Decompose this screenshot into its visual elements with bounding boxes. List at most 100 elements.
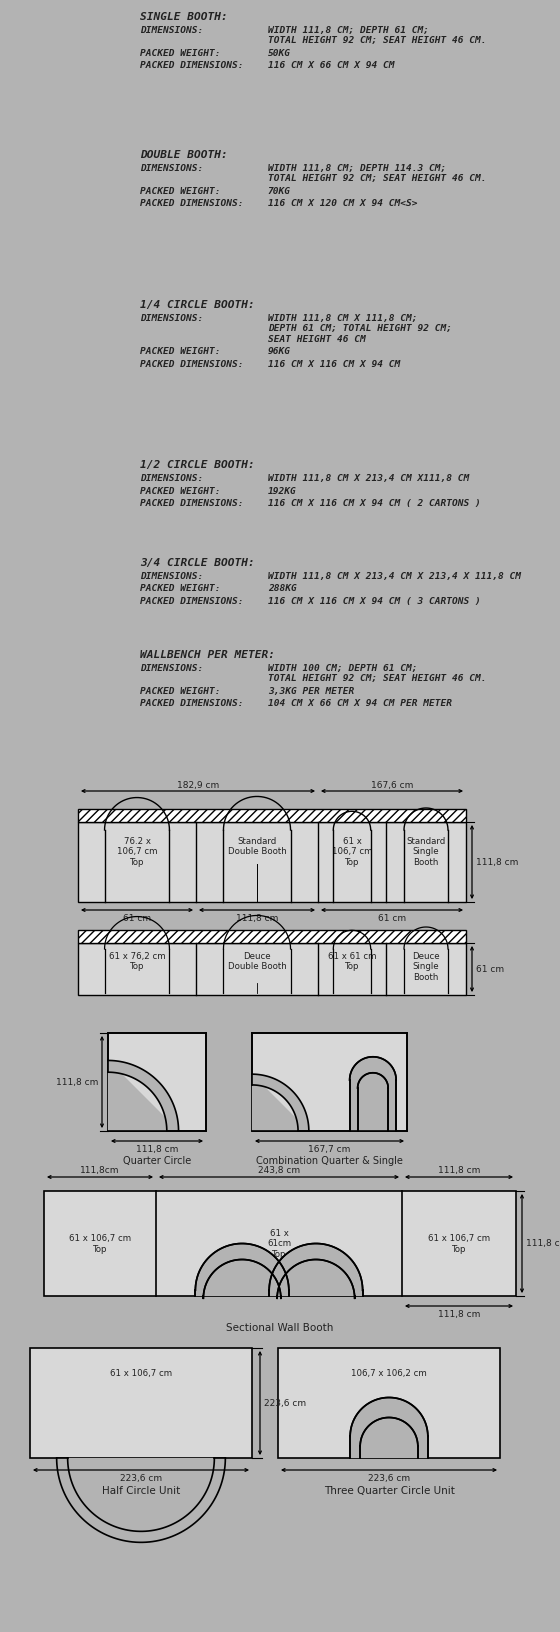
Text: 288KG: 288KG: [268, 584, 297, 592]
Text: PACKED DIMENSIONS:: PACKED DIMENSIONS:: [140, 698, 244, 708]
Text: 76.2 x
106,7 cm
Top: 76.2 x 106,7 cm Top: [116, 837, 157, 867]
Text: WIDTH 111,8 CM; DEPTH 114.3 CM;: WIDTH 111,8 CM; DEPTH 114.3 CM;: [268, 163, 446, 173]
Text: WIDTH 111,8 CM X 111,8 CM;: WIDTH 111,8 CM X 111,8 CM;: [268, 313, 418, 323]
Text: 61 x 61 cm
Top: 61 x 61 cm Top: [328, 951, 376, 971]
Text: PACKED DIMENSIONS:: PACKED DIMENSIONS:: [140, 199, 244, 209]
Text: TOTAL HEIGHT 92 CM; SEAT HEIGHT 46 CM.: TOTAL HEIGHT 92 CM; SEAT HEIGHT 46 CM.: [268, 674, 487, 684]
Text: 3,3KG PER METER: 3,3KG PER METER: [268, 687, 354, 695]
Text: 111,8 cm: 111,8 cm: [55, 1077, 98, 1087]
Text: Three Quarter Circle Unit: Three Quarter Circle Unit: [324, 1485, 454, 1495]
Text: 61 x 106,7 cm
Top: 61 x 106,7 cm Top: [69, 1234, 131, 1253]
Bar: [30, 1348, 252, 1457]
Text: WALLBENCH PER METER:: WALLBENCH PER METER:: [140, 650, 275, 659]
Text: 61 x
106,7 cm
Top: 61 x 106,7 cm Top: [332, 837, 372, 867]
Bar: [78, 823, 466, 902]
Text: 61 x 106,7 cm
Top: 61 x 106,7 cm Top: [428, 1234, 490, 1253]
Text: 223,6 cm: 223,6 cm: [368, 1474, 410, 1482]
Text: 223,6 cm: 223,6 cm: [264, 1399, 306, 1408]
Text: PACKED WEIGHT:: PACKED WEIGHT:: [140, 348, 221, 356]
Text: 1/4 CIRCLE BOOTH:: 1/4 CIRCLE BOOTH:: [140, 300, 255, 310]
Text: 50KG: 50KG: [268, 49, 291, 59]
Bar: [252, 1033, 407, 1131]
Text: 111,8 cm: 111,8 cm: [136, 1144, 178, 1154]
Bar: [78, 809, 466, 823]
Text: 61 x
61cm
Top: 61 x 61cm Top: [267, 1229, 291, 1258]
Text: PACKED DIMENSIONS:: PACKED DIMENSIONS:: [140, 499, 244, 508]
Text: TOTAL HEIGHT 92 CM; SEAT HEIGHT 46 CM.: TOTAL HEIGHT 92 CM; SEAT HEIGHT 46 CM.: [268, 175, 487, 183]
Text: DIMENSIONS:: DIMENSIONS:: [140, 664, 203, 672]
Text: 61 cm: 61 cm: [476, 965, 504, 974]
Text: WIDTH 111,8 CM X 213,4 CM X111,8 CM: WIDTH 111,8 CM X 213,4 CM X111,8 CM: [268, 473, 469, 483]
Bar: [78, 930, 466, 943]
Text: 116 CM X 66 CM X 94 CM: 116 CM X 66 CM X 94 CM: [268, 62, 394, 70]
Bar: [278, 1348, 500, 1457]
Text: 61 cm: 61 cm: [378, 914, 406, 922]
Text: 223,6 cm: 223,6 cm: [120, 1474, 162, 1482]
Text: 70KG: 70KG: [268, 188, 291, 196]
Text: Quarter Circle: Quarter Circle: [123, 1155, 191, 1165]
Polygon shape: [349, 1058, 396, 1131]
Text: DIMENSIONS:: DIMENSIONS:: [140, 473, 203, 483]
Text: 104 CM X 66 CM X 94 CM PER METER: 104 CM X 66 CM X 94 CM PER METER: [268, 698, 452, 708]
Text: 3/4 CIRCLE BOOTH:: 3/4 CIRCLE BOOTH:: [140, 558, 255, 568]
Text: PACKED DIMENSIONS:: PACKED DIMENSIONS:: [140, 62, 244, 70]
Text: PACKED WEIGHT:: PACKED WEIGHT:: [140, 687, 221, 695]
Text: 167,6 cm: 167,6 cm: [371, 780, 413, 790]
Polygon shape: [108, 1061, 179, 1131]
Text: 111,8 cm: 111,8 cm: [438, 1165, 480, 1175]
Text: 96KG: 96KG: [268, 348, 291, 356]
Text: Deuce
Single
Booth: Deuce Single Booth: [412, 951, 440, 981]
Polygon shape: [252, 1074, 309, 1131]
Text: 111,8 cm: 111,8 cm: [438, 1309, 480, 1319]
Text: WIDTH 111,8 CM; DEPTH 61 CM;: WIDTH 111,8 CM; DEPTH 61 CM;: [268, 26, 429, 34]
Text: Half Circle Unit: Half Circle Unit: [102, 1485, 180, 1495]
Polygon shape: [350, 1397, 428, 1457]
Text: 1/2 CIRCLE BOOTH:: 1/2 CIRCLE BOOTH:: [140, 460, 255, 470]
Text: 116 CM X 116 CM X 94 CM ( 2 CARTONS ): 116 CM X 116 CM X 94 CM ( 2 CARTONS ): [268, 499, 480, 508]
Text: 116 CM X 116 CM X 94 CM: 116 CM X 116 CM X 94 CM: [268, 359, 400, 369]
Text: DEPTH 61 CM; TOTAL HEIGHT 92 CM;: DEPTH 61 CM; TOTAL HEIGHT 92 CM;: [268, 325, 452, 333]
Bar: [78, 943, 466, 996]
Text: 106,7 x 106,2 cm: 106,7 x 106,2 cm: [351, 1368, 427, 1377]
Text: 61 cm: 61 cm: [123, 914, 151, 922]
Bar: [44, 1191, 516, 1296]
Polygon shape: [252, 1074, 309, 1131]
Polygon shape: [57, 1457, 225, 1542]
Text: 111,8 cm: 111,8 cm: [236, 914, 278, 922]
Text: DIMENSIONS:: DIMENSIONS:: [140, 163, 203, 173]
Text: SEAT HEIGHT 46 CM: SEAT HEIGHT 46 CM: [268, 335, 366, 344]
Text: Sectional Wall Booth: Sectional Wall Booth: [226, 1322, 334, 1332]
Text: 61 x 106,7 cm: 61 x 106,7 cm: [110, 1368, 172, 1377]
Text: TOTAL HEIGHT 92 CM; SEAT HEIGHT 46 CM.: TOTAL HEIGHT 92 CM; SEAT HEIGHT 46 CM.: [268, 36, 487, 46]
Polygon shape: [195, 1244, 289, 1296]
Text: 111,8 cm: 111,8 cm: [476, 858, 519, 867]
Polygon shape: [269, 1244, 363, 1296]
Text: DOUBLE BOOTH:: DOUBLE BOOTH:: [140, 150, 228, 160]
Text: PACKED WEIGHT:: PACKED WEIGHT:: [140, 188, 221, 196]
Text: 182,9 cm: 182,9 cm: [177, 780, 219, 790]
Text: 116 CM X 116 CM X 94 CM ( 3 CARTONS ): 116 CM X 116 CM X 94 CM ( 3 CARTONS ): [268, 597, 480, 605]
Polygon shape: [57, 1457, 225, 1542]
Polygon shape: [108, 1061, 179, 1131]
Bar: [108, 1033, 206, 1131]
Text: DIMENSIONS:: DIMENSIONS:: [140, 26, 203, 34]
Text: 111,8cm: 111,8cm: [80, 1165, 120, 1175]
Text: Standard
Single
Booth: Standard Single Booth: [407, 837, 446, 867]
Text: SINGLE BOOTH:: SINGLE BOOTH:: [140, 11, 228, 21]
Text: DIMENSIONS:: DIMENSIONS:: [140, 313, 203, 323]
Text: PACKED WEIGHT:: PACKED WEIGHT:: [140, 49, 221, 59]
Text: PACKED DIMENSIONS:: PACKED DIMENSIONS:: [140, 359, 244, 369]
Text: 167,7 cm: 167,7 cm: [308, 1144, 350, 1154]
Text: 116 CM X 120 CM X 94 CM<S>: 116 CM X 120 CM X 94 CM<S>: [268, 199, 418, 209]
Text: Combination Quarter & Single: Combination Quarter & Single: [255, 1155, 403, 1165]
Text: PACKED WEIGHT:: PACKED WEIGHT:: [140, 584, 221, 592]
Text: 192KG: 192KG: [268, 486, 297, 494]
Text: 61 x 76,2 cm
Top: 61 x 76,2 cm Top: [109, 951, 165, 971]
Text: DIMENSIONS:: DIMENSIONS:: [140, 571, 203, 581]
Text: 243,8 cm: 243,8 cm: [258, 1165, 300, 1175]
Text: WIDTH 100 CM; DEPTH 61 CM;: WIDTH 100 CM; DEPTH 61 CM;: [268, 664, 418, 672]
Text: WIDTH 111,8 CM X 213,4 CM X 213,4 X 111,8 CM: WIDTH 111,8 CM X 213,4 CM X 213,4 X 111,…: [268, 571, 521, 581]
Text: Standard
Double Booth: Standard Double Booth: [227, 837, 286, 855]
Text: Deuce
Double Booth: Deuce Double Booth: [227, 951, 286, 971]
Text: PACKED WEIGHT:: PACKED WEIGHT:: [140, 486, 221, 494]
